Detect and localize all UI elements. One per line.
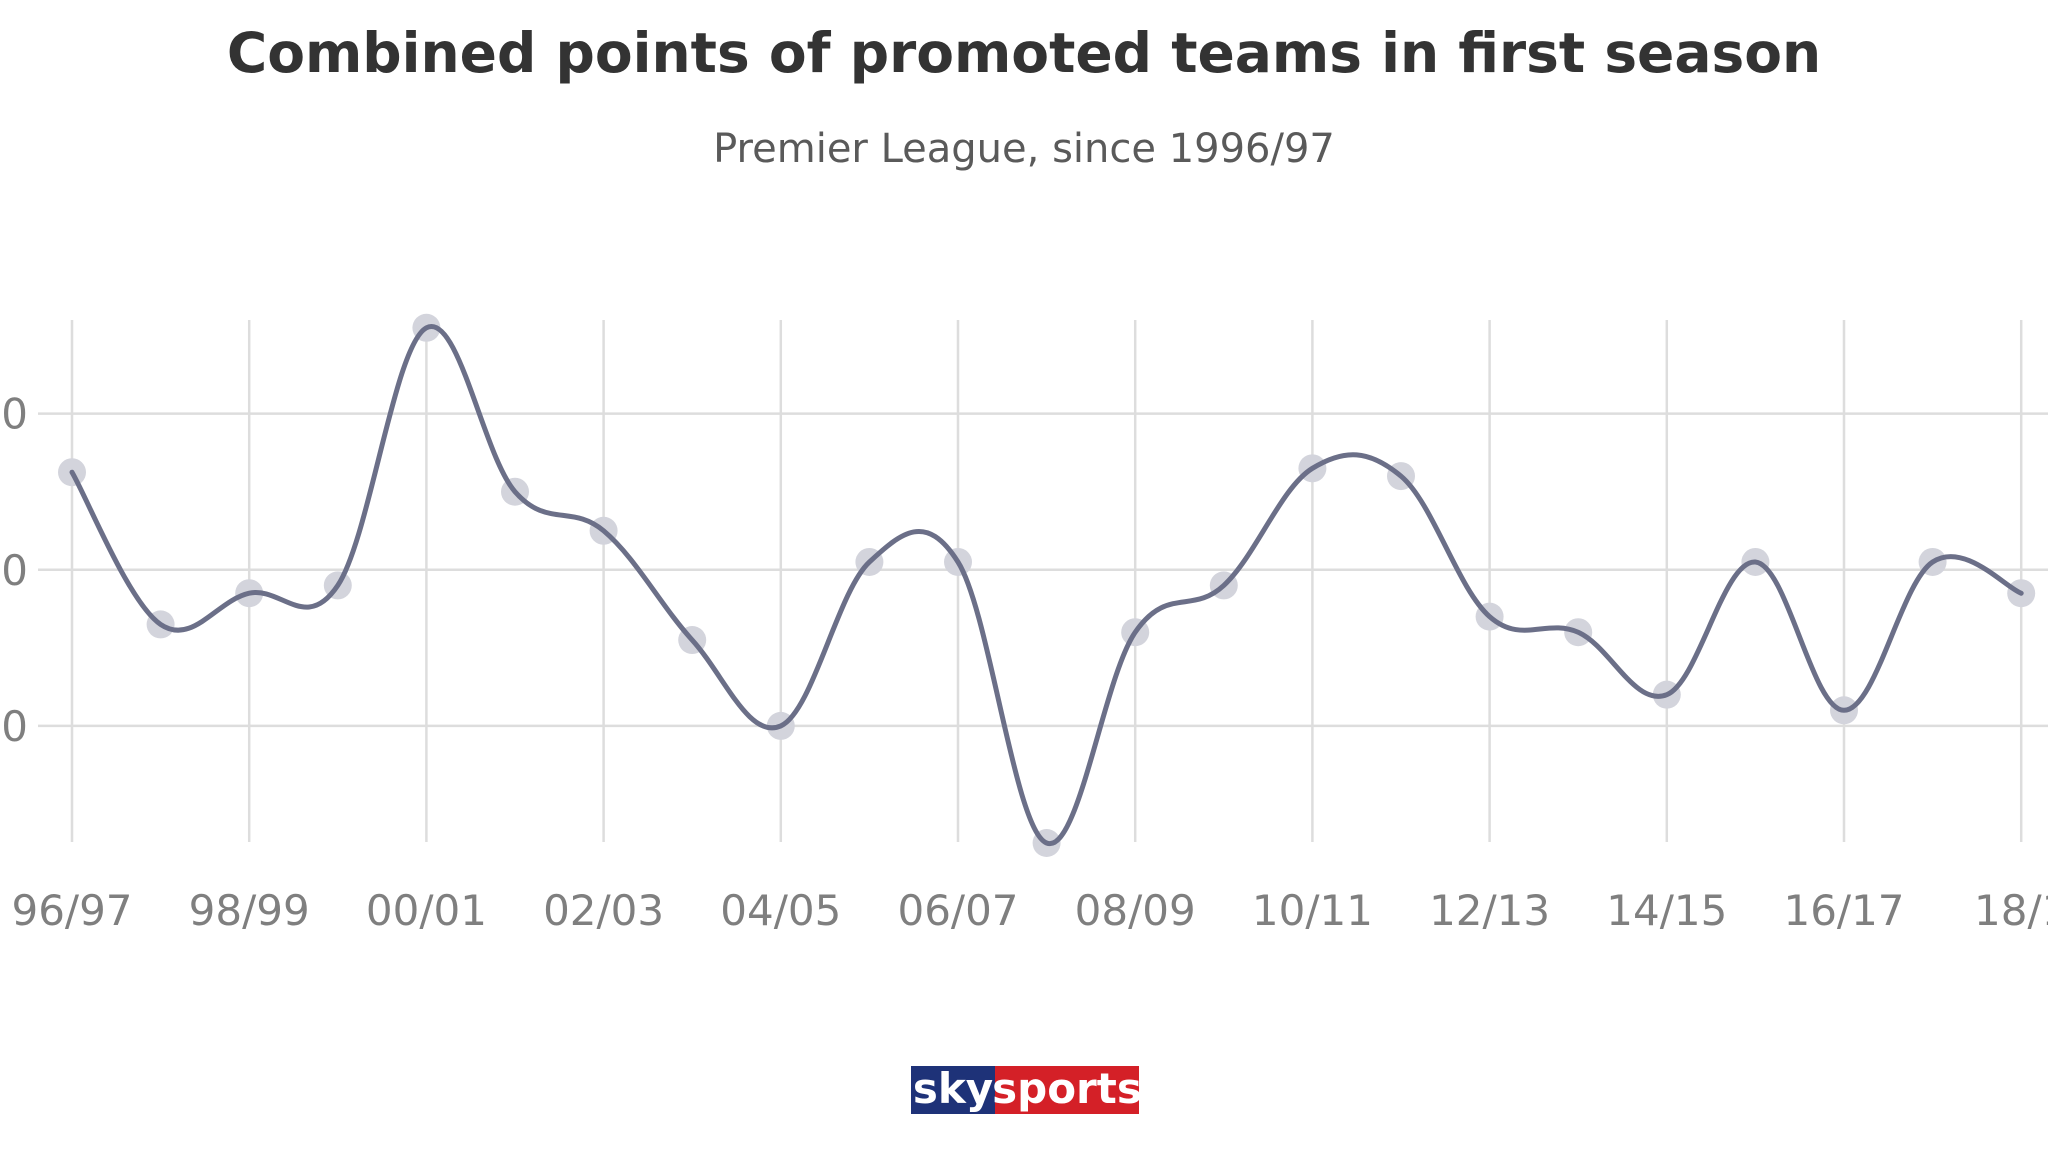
logo-sky-block — [911, 1066, 995, 1114]
data-points — [58, 313, 2036, 857]
x-tick-label: 02/03 — [543, 886, 664, 935]
grid-layer — [38, 320, 2048, 842]
x-tick-label: 14/15 — [1606, 886, 1727, 935]
chart-subtitle: Premier League, since 1996/97 — [713, 126, 1335, 172]
y-axis-ticks: 0 0 0 — [1, 390, 28, 751]
y-tick-label: 0 — [1, 702, 28, 751]
x-tick-label: 10/11 — [1252, 886, 1373, 935]
y-tick-label: 0 — [1, 546, 28, 595]
logo-sports-block — [995, 1066, 1139, 1114]
chart-title: Combined points of promoted teams in fir… — [227, 21, 1821, 85]
x-axis-ticks: 96/97 98/99 00/01 02/03 04/05 06/07 08/09 10/11… — [11, 886, 2048, 935]
x-tick-label: 04/05 — [720, 886, 841, 935]
x-tick-label: 08/09 — [1075, 886, 1196, 935]
y-tick-label: 0 — [1, 390, 28, 439]
x-tick-label: 96/97 — [11, 886, 132, 935]
x-tick-label: 18/1 — [1974, 886, 2048, 935]
logo-sports-text: sports — [992, 1064, 1142, 1113]
x-tick-label: 06/07 — [897, 886, 1018, 935]
x-tick-label: 98/99 — [189, 886, 310, 935]
sky-sports-logo: sky sports — [911, 1064, 1142, 1114]
x-tick-label: 12/13 — [1429, 886, 1550, 935]
logo-sky-text: sky — [913, 1064, 993, 1113]
series-line — [69, 324, 2024, 846]
x-tick-label: 16/17 — [1783, 886, 1904, 935]
x-tick-label: 00/01 — [366, 886, 487, 935]
